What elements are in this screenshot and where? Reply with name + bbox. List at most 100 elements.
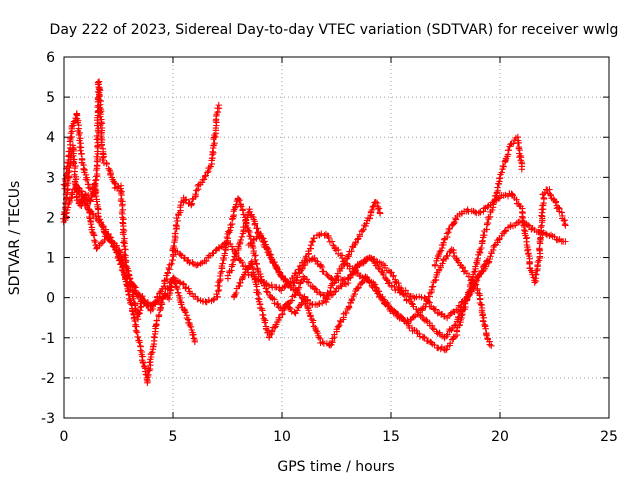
data-point-group bbox=[376, 266, 393, 287]
y-tick-label: 6 bbox=[46, 50, 55, 66]
data-point-group bbox=[159, 275, 176, 302]
data-point-group bbox=[323, 288, 339, 306]
chart-title: Day 222 of 2023, Sidereal Day-to-day VTE… bbox=[50, 22, 619, 38]
series-layer bbox=[60, 78, 569, 386]
data-point-group bbox=[531, 257, 543, 286]
data-point bbox=[488, 342, 495, 349]
data-point-group bbox=[484, 335, 493, 348]
data-point-group bbox=[186, 321, 199, 344]
y-tick-label: 4 bbox=[46, 130, 55, 146]
data-point-group bbox=[113, 183, 122, 192]
data-point bbox=[562, 222, 569, 229]
data-point-group bbox=[147, 295, 165, 309]
data-point-group bbox=[502, 143, 513, 162]
data-point-group bbox=[223, 196, 241, 241]
data-point-group bbox=[300, 235, 317, 269]
x-tick-label: 25 bbox=[600, 429, 618, 445]
data-point-group bbox=[170, 274, 187, 287]
data-point-group bbox=[518, 205, 529, 239]
data-point-group bbox=[97, 118, 107, 161]
data-point-group bbox=[379, 293, 393, 313]
data-point-group bbox=[507, 218, 523, 230]
y-tick-labels: -3 -2 -1 0 1 2 3 4 5 6 bbox=[41, 50, 55, 427]
data-point-group bbox=[72, 181, 89, 208]
y-tick-label: 2 bbox=[46, 210, 55, 226]
data-point-group bbox=[256, 301, 273, 341]
series-pass-H bbox=[230, 246, 495, 349]
data-point-group bbox=[213, 235, 231, 301]
data-point-group bbox=[256, 234, 273, 259]
data-point-group bbox=[475, 257, 491, 280]
data-point-group bbox=[95, 78, 105, 123]
data-point-group bbox=[169, 246, 185, 259]
data-point-group bbox=[333, 280, 350, 292]
series-pass-I bbox=[431, 186, 569, 286]
data-point-group bbox=[201, 160, 215, 180]
y-axis-label: SDTVAR / TECUs bbox=[7, 181, 23, 296]
data-point-group bbox=[344, 287, 359, 313]
data-point-group bbox=[247, 258, 264, 308]
data-point-group bbox=[322, 230, 339, 252]
data-point-group bbox=[420, 333, 436, 348]
data-point-group bbox=[283, 301, 298, 316]
data-point-group bbox=[267, 254, 285, 280]
data-point-group bbox=[104, 230, 120, 251]
data-point-group bbox=[485, 195, 502, 209]
data-point bbox=[518, 166, 525, 173]
grid bbox=[63, 56, 610, 419]
data-point-group bbox=[91, 176, 100, 198]
data-point-group bbox=[387, 306, 401, 321]
data-point-group bbox=[213, 239, 229, 253]
data-point-group bbox=[265, 321, 280, 341]
data-point-group bbox=[355, 215, 372, 242]
data-point-group bbox=[440, 247, 454, 264]
data-point-group bbox=[544, 186, 554, 199]
data-point-group bbox=[548, 195, 559, 206]
data-point-group bbox=[108, 174, 119, 192]
data-point-group bbox=[539, 186, 550, 198]
y-tick-label: 3 bbox=[46, 170, 55, 186]
series-pass-A bbox=[60, 142, 199, 386]
data-point-group bbox=[405, 312, 419, 325]
data-point-group bbox=[497, 156, 510, 182]
data-point-group bbox=[474, 215, 492, 262]
x-tick-label: 20 bbox=[491, 429, 509, 445]
data-point-group bbox=[422, 279, 437, 310]
x-tick-label: 0 bbox=[60, 429, 69, 445]
data-point-group bbox=[257, 277, 273, 290]
data-point-group bbox=[301, 293, 315, 323]
data-point-group bbox=[536, 191, 548, 262]
data-point-group bbox=[235, 209, 252, 252]
data-point-group bbox=[311, 254, 327, 275]
data-point-group bbox=[78, 155, 90, 178]
data-point-group bbox=[311, 285, 328, 299]
y-tick-label: -3 bbox=[41, 411, 55, 427]
data-point-group bbox=[523, 234, 533, 272]
data-point-group bbox=[431, 260, 446, 284]
data-point-group bbox=[300, 273, 317, 291]
data-point-group bbox=[73, 194, 84, 209]
data-point bbox=[215, 101, 222, 109]
data-point-group bbox=[290, 265, 306, 289]
data-point-group bbox=[312, 297, 327, 308]
data-point-group bbox=[195, 176, 208, 188]
data-point-group bbox=[60, 156, 72, 192]
data-point-group bbox=[514, 133, 526, 170]
data-point-group bbox=[553, 202, 563, 215]
data-point-group bbox=[479, 311, 490, 339]
data-point-group bbox=[344, 236, 361, 260]
data-point-group bbox=[99, 156, 110, 167]
series-pass-C bbox=[60, 101, 223, 314]
x-axis-label: GPS time / hours bbox=[277, 459, 394, 475]
data-point-group bbox=[202, 295, 218, 306]
data-point-group bbox=[441, 308, 458, 322]
data-point-group bbox=[144, 356, 154, 386]
data-point-group bbox=[213, 105, 223, 120]
data-point-group bbox=[558, 209, 569, 228]
data-point-group bbox=[202, 247, 219, 265]
data-point-group bbox=[180, 254, 197, 268]
data-point-group bbox=[309, 317, 324, 342]
x-tick-label: 15 bbox=[382, 429, 400, 445]
data-point-group bbox=[224, 246, 242, 282]
